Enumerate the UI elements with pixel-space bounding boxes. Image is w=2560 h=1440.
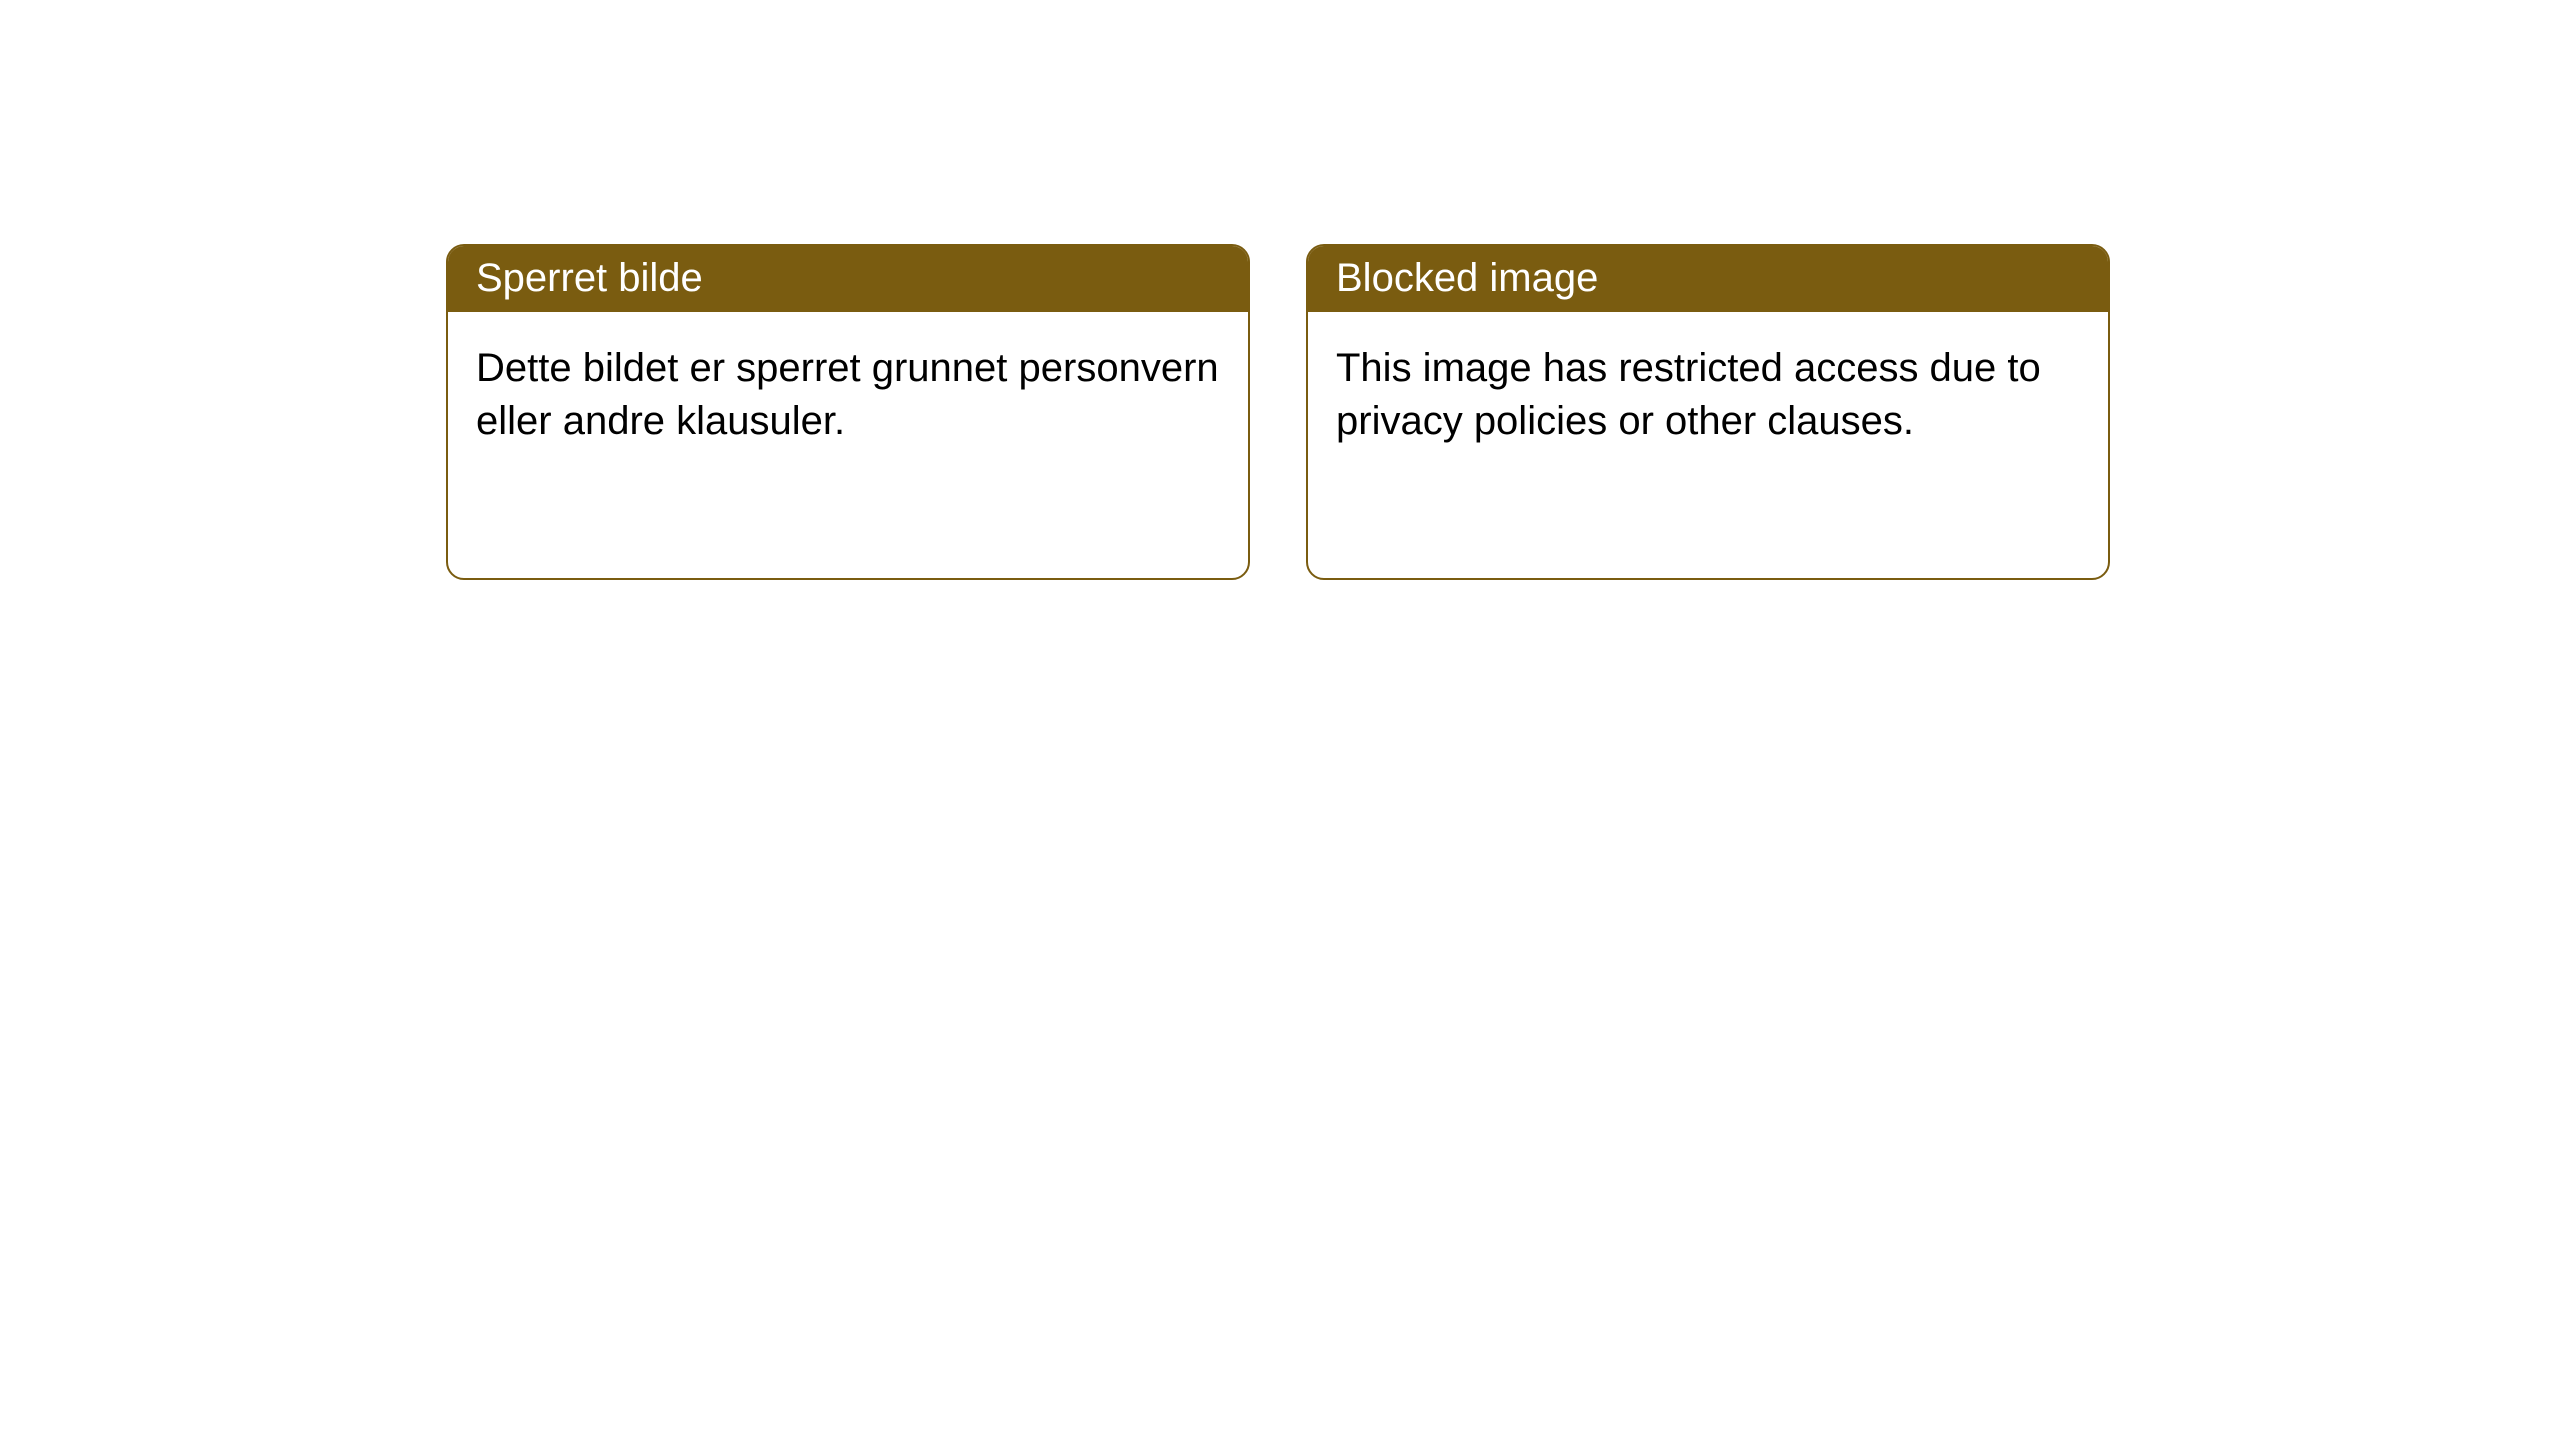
notice-body-no: Dette bildet er sperret grunnet personve… (448, 312, 1248, 478)
notice-header-no: Sperret bilde (448, 246, 1248, 312)
notice-body-en: This image has restricted access due to … (1308, 312, 2108, 478)
notice-card-no: Sperret bilde Dette bildet er sperret gr… (446, 244, 1250, 580)
notice-header-en: Blocked image (1308, 246, 2108, 312)
notice-container: Sperret bilde Dette bildet er sperret gr… (0, 0, 2560, 580)
notice-card-en: Blocked image This image has restricted … (1306, 244, 2110, 580)
